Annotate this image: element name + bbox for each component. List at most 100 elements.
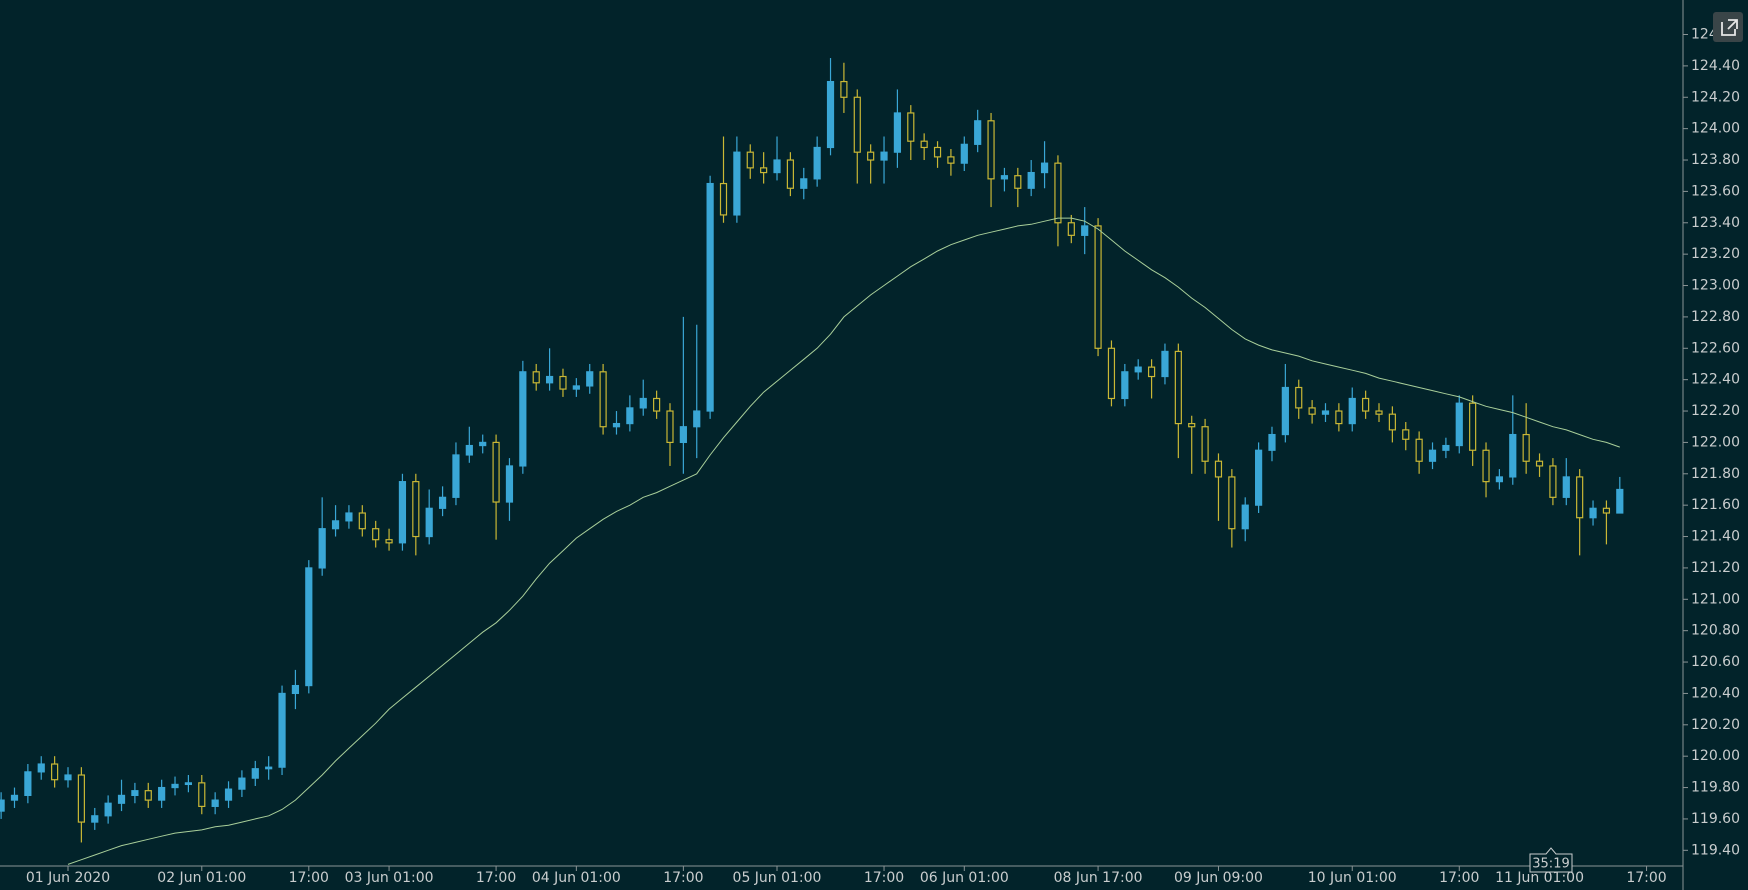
candle-body xyxy=(1469,402,1477,451)
x-tick-label: 17:00 xyxy=(1439,870,1479,886)
candle-body xyxy=(1081,225,1089,236)
candle-body xyxy=(1054,162,1062,224)
candle-body xyxy=(1375,410,1383,415)
candle-body xyxy=(131,790,139,797)
candle-body xyxy=(1295,386,1303,409)
candle-body xyxy=(733,151,741,216)
candle-body xyxy=(653,397,661,412)
x-tick-label: 05 Jun 01:00 xyxy=(733,870,822,886)
candle-body xyxy=(1335,410,1343,425)
x-tick-label: 17:00 xyxy=(663,870,703,886)
candle-body xyxy=(1268,433,1276,451)
candle-body xyxy=(345,512,353,522)
candle-body xyxy=(171,783,179,789)
candle-body xyxy=(91,815,99,823)
candle-body xyxy=(331,520,340,530)
candle-body xyxy=(586,371,594,387)
candle-body xyxy=(37,763,45,773)
candle-body xyxy=(974,120,982,145)
candle-body xyxy=(64,774,72,781)
candle-body xyxy=(612,422,621,428)
candle-body xyxy=(158,786,166,801)
x-tick-label: 08 Jun 17:00 xyxy=(1054,870,1143,886)
candle-body xyxy=(318,528,326,569)
candle-body xyxy=(1348,397,1356,425)
candle-body xyxy=(813,146,821,180)
candle-body xyxy=(880,151,888,161)
candle-body xyxy=(291,684,300,695)
y-tick-label: 121.60 xyxy=(1691,497,1740,513)
candle-body xyxy=(1000,175,1009,180)
x-tick-label: 03 Jun 01:00 xyxy=(345,870,434,886)
candle-body xyxy=(184,782,193,786)
x-tick-label: 17:00 xyxy=(864,870,904,886)
candle-body xyxy=(1255,449,1263,506)
candle-body xyxy=(385,539,393,544)
candle-body xyxy=(238,777,246,790)
y-tick-label: 120.00 xyxy=(1691,748,1740,764)
candle-body xyxy=(1602,507,1611,514)
candle-body xyxy=(144,790,152,801)
candle-body xyxy=(438,496,447,509)
countdown-box xyxy=(1529,847,1573,873)
x-tick-label: 10 Jun 01:00 xyxy=(1308,870,1397,886)
candle-body xyxy=(626,407,634,425)
y-tick-label: 122.20 xyxy=(1691,403,1740,419)
candle-body xyxy=(412,481,420,538)
candle-body xyxy=(1134,366,1142,373)
candle-body xyxy=(1147,366,1156,378)
y-tick-label: 121.80 xyxy=(1691,466,1740,482)
candle-body xyxy=(920,140,928,149)
y-tick-label: 124.20 xyxy=(1691,89,1740,105)
y-tick-label: 123.40 xyxy=(1691,215,1740,231)
y-tick-label: 120.60 xyxy=(1691,654,1740,670)
y-tick-label: 123.20 xyxy=(1691,246,1740,262)
candle-body xyxy=(505,465,514,503)
candle-body xyxy=(893,112,902,153)
candle-body xyxy=(933,146,942,158)
popout-icon xyxy=(1721,19,1738,36)
candle-body xyxy=(960,143,968,164)
candle-body xyxy=(1188,422,1196,428)
candle-body xyxy=(1482,449,1490,483)
y-tick-label: 121.00 xyxy=(1691,591,1740,607)
candle-body xyxy=(1027,171,1035,189)
y-tick-label: 119.80 xyxy=(1691,780,1740,796)
candle-body xyxy=(1201,426,1209,462)
candle-body xyxy=(1281,386,1289,436)
candle-body xyxy=(1442,444,1450,451)
moving-average-line xyxy=(67,217,1620,865)
candle-body xyxy=(639,397,647,409)
candle-body xyxy=(1321,410,1330,415)
y-tick-label: 120.20 xyxy=(1691,717,1740,733)
candle-body xyxy=(1241,504,1249,530)
candle-body xyxy=(559,375,567,390)
candle-body xyxy=(305,567,313,687)
candle-body xyxy=(1522,433,1530,462)
candle-body xyxy=(10,794,19,801)
y-tick-label: 119.40 xyxy=(1691,842,1740,858)
candle-body xyxy=(24,771,32,797)
candle-body xyxy=(800,178,808,189)
y-tick-label: 124.00 xyxy=(1691,121,1740,137)
candle-body xyxy=(746,151,754,169)
countdown-label: 35:19 xyxy=(1532,857,1569,872)
candle-body xyxy=(1121,371,1129,400)
x-tick-label: 17:00 xyxy=(1626,870,1666,886)
candle-body xyxy=(1495,476,1504,483)
candle-body xyxy=(519,371,527,467)
candle-body xyxy=(479,441,487,447)
candle-body xyxy=(1589,507,1597,519)
candle-body xyxy=(265,766,273,770)
candle-body xyxy=(0,799,5,812)
candle-body xyxy=(826,80,835,149)
x-tick-label: 06 Jun 01:00 xyxy=(920,870,1009,886)
candle-body xyxy=(452,454,460,498)
candle-body xyxy=(572,385,580,390)
candle-body xyxy=(211,799,219,807)
candle-body xyxy=(398,481,407,544)
candle-body xyxy=(599,371,607,428)
candle-body xyxy=(987,120,995,180)
popout-button[interactable] xyxy=(1713,12,1743,42)
x-tick-label: 11 Jun 01:00 xyxy=(1495,870,1584,886)
